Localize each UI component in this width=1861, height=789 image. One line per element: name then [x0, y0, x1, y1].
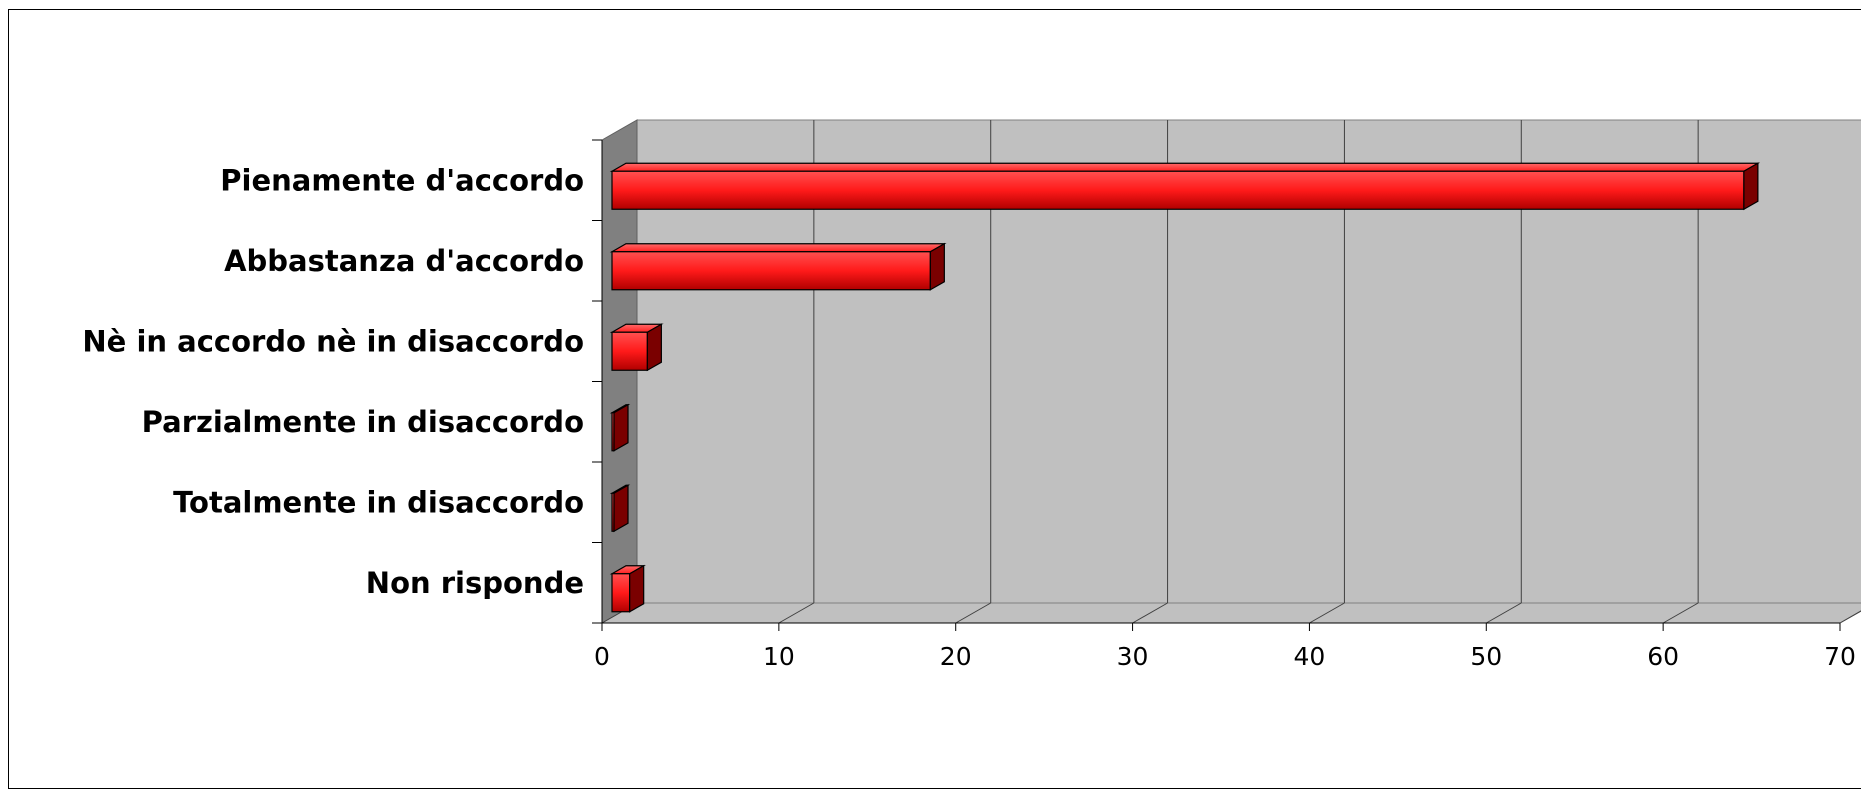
floor-gridline [1839, 610, 1861, 624]
x-tick-label: 10 [763, 642, 795, 671]
labels-group: 0 10 20 30 40 50 60 70 Pienamente d'accordo Abbas… [82, 163, 1856, 671]
floor-gridline [778, 602, 815, 624]
bars-group [609, 162, 1761, 613]
bar-top [609, 243, 947, 253]
bar-side [929, 242, 945, 291]
category-label: Totalmente in disaccordo [173, 485, 584, 519]
x-tick-label: 20 [940, 642, 972, 671]
bar [611, 170, 1745, 210]
x-tick-label: 60 [1647, 642, 1679, 671]
floor-gridline [1132, 602, 1168, 624]
bar-side [613, 403, 629, 452]
category-label: Pienamente d'accordo [220, 163, 584, 197]
bar [611, 331, 648, 371]
bar-side [1743, 162, 1759, 211]
bar [611, 573, 631, 613]
category-label: Parzialmente in disaccordo [142, 405, 584, 439]
bar-side [613, 484, 629, 533]
floor-gridline [955, 602, 991, 624]
x-tick-label: 70 [1824, 642, 1856, 671]
bar-top [609, 162, 1761, 172]
floor-gridline [1486, 602, 1522, 624]
plot-floor [600, 602, 1861, 624]
bar-side [629, 564, 645, 613]
bar [611, 251, 931, 291]
floor-gridline [1662, 602, 1699, 624]
category-label: Nè in accordo nè in disaccordo [82, 324, 584, 358]
x-tick-label: 0 [594, 642, 610, 671]
x-tick-label: 50 [1470, 642, 1502, 671]
x-tick-label: 30 [1117, 642, 1149, 671]
bar-side [646, 323, 662, 372]
axes-group [592, 139, 1841, 631]
floor-gridline [1309, 602, 1345, 624]
category-label: Non risponde [366, 566, 584, 600]
category-label: Abbastanza d'accordo [224, 244, 584, 278]
x-tick-label: 40 [1294, 642, 1326, 671]
